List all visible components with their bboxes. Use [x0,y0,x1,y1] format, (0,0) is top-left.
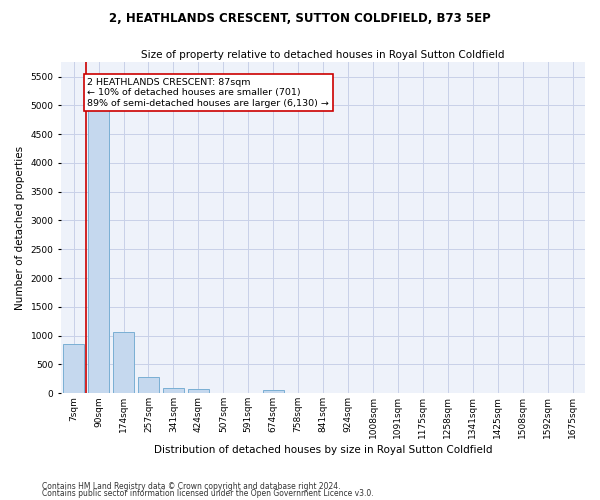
Text: 2 HEATHLANDS CRESCENT: 87sqm
← 10% of detached houses are smaller (701)
89% of s: 2 HEATHLANDS CRESCENT: 87sqm ← 10% of de… [88,78,329,108]
Bar [88,76,109,393]
Text: Contains HM Land Registry data © Crown copyright and database right 2024.: Contains HM Land Registry data © Crown c… [42,482,341,491]
Bar [113,332,134,393]
Bar [163,388,184,393]
Text: Contains public sector information licensed under the Open Government Licence v3: Contains public sector information licen… [42,489,374,498]
Bar [63,344,84,393]
Bar [138,376,159,393]
Title: Size of property relative to detached houses in Royal Sutton Coldfield: Size of property relative to detached ho… [142,50,505,60]
X-axis label: Distribution of detached houses by size in Royal Sutton Coldfield: Distribution of detached houses by size … [154,445,493,455]
Bar [188,389,209,393]
Text: 2, HEATHLANDS CRESCENT, SUTTON COLDFIELD, B73 5EP: 2, HEATHLANDS CRESCENT, SUTTON COLDFIELD… [109,12,491,26]
Y-axis label: Number of detached properties: Number of detached properties [15,146,25,310]
Bar [263,390,284,393]
